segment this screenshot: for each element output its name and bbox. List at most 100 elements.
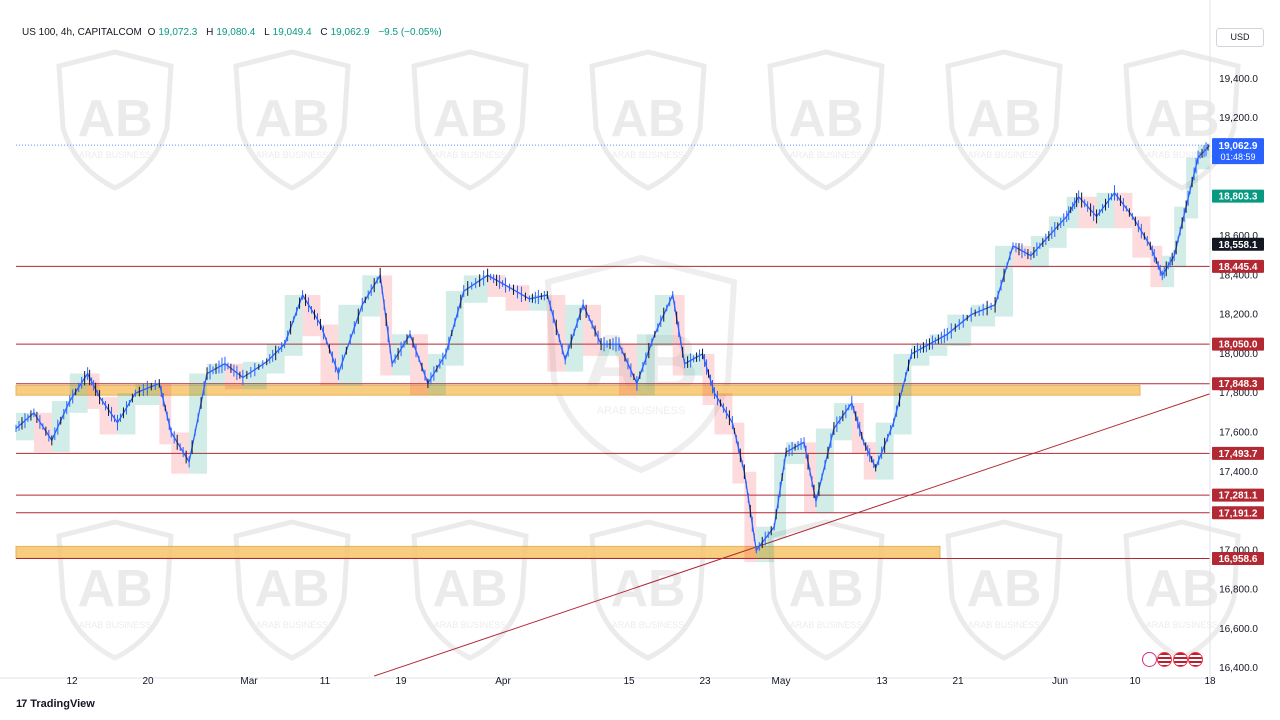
indicator-fill xyxy=(1198,145,1210,170)
watermark-logo: AB xyxy=(966,90,1041,148)
indicator-fill xyxy=(804,442,816,514)
support-zone xyxy=(15,384,1141,396)
indicator-fill xyxy=(1174,206,1187,268)
watermark-label: ARAB BUSINESS xyxy=(256,620,329,630)
y-tick-label: 16,400.0 xyxy=(1219,663,1258,674)
us-flag-icon[interactable] xyxy=(1172,652,1188,668)
watermark-logo: AB xyxy=(432,560,507,618)
x-tick-label: 23 xyxy=(699,676,711,687)
y-tick-label: 17,000.0 xyxy=(1219,545,1258,556)
x-tick-label: 11 xyxy=(320,676,331,687)
x-tick-label: 12 xyxy=(66,676,78,687)
indicator-fill xyxy=(487,275,506,297)
crosshair-label: 18,558.1 xyxy=(1219,240,1258,251)
indicator-fill xyxy=(583,304,602,356)
indicator-fill xyxy=(684,353,703,376)
indicator-fill xyxy=(702,353,715,405)
trendline xyxy=(374,393,1211,677)
high-value: H 19,080.4 xyxy=(206,27,256,38)
indicator-band xyxy=(16,145,1210,563)
last-price-label: 19,062.9 xyxy=(1219,141,1258,152)
watermark-shield xyxy=(411,49,529,191)
watermark-logo: AB xyxy=(966,560,1041,618)
watermark-logo: AB xyxy=(610,90,685,148)
watermark-logo: AB xyxy=(788,560,863,618)
change-value: −9.5 (−0.05%) xyxy=(378,27,442,38)
indicator-fill xyxy=(463,275,488,303)
watermark-logo: AB xyxy=(77,90,152,148)
level-label: 17,191.2 xyxy=(1219,508,1258,519)
indicator-fill xyxy=(601,344,619,356)
level-label-bg xyxy=(1212,259,1264,273)
watermark-shield xyxy=(945,519,1063,661)
y-tick-label: 17,400.0 xyxy=(1219,467,1258,478)
y-tick-label: 19,200.0 xyxy=(1219,113,1258,124)
indicator-fill xyxy=(911,344,930,366)
level-label: 18,445.4 xyxy=(1219,262,1258,273)
watermark-label: ARAB BUSINESS xyxy=(612,620,685,630)
x-tick-label: Apr xyxy=(495,676,511,687)
watermark-shield xyxy=(767,519,885,661)
tradingview-icon: 17 xyxy=(16,698,27,710)
watermark-label: ARAB BUSINESS xyxy=(79,620,152,630)
watermark-logo: AB xyxy=(610,560,685,618)
indicator-fill xyxy=(1078,196,1097,229)
x-tick-label: Jun xyxy=(1052,676,1068,687)
watermark-label: ARAB BUSINESS xyxy=(612,150,685,160)
watermark-shield xyxy=(56,519,174,661)
indicator-fill xyxy=(815,428,834,514)
symbol-label: US 100, 4h, CAPITALCOM xyxy=(22,27,142,38)
watermark-label: ARAB BUSINESS xyxy=(790,620,863,630)
indicator-fill xyxy=(69,373,88,413)
indicator-fill xyxy=(618,344,637,396)
currency-selector[interactable]: USD xyxy=(1216,28,1264,47)
open-value: O 19,072.3 xyxy=(147,27,198,38)
us-flag-icon[interactable] xyxy=(1188,652,1204,668)
us-flag-icon[interactable] xyxy=(1157,652,1173,668)
level-label-bg xyxy=(1212,377,1264,391)
indicator-fill xyxy=(171,432,190,474)
indicator-label-bg xyxy=(1212,189,1264,203)
x-tick-label: 15 xyxy=(623,676,635,687)
watermark-grid: AB ARAB BUSINESS AB ARAB BUSINESS AB ARAB BUS… xyxy=(56,49,1241,661)
lightning-icon[interactable] xyxy=(1142,652,1157,668)
watermark-label: ARAB BUSINESS xyxy=(597,405,686,417)
watermark-shield xyxy=(233,49,351,191)
level-label: 18,050.0 xyxy=(1219,340,1258,351)
level-label: 16,958.6 xyxy=(1219,554,1258,565)
x-tick-label: 19 xyxy=(395,676,407,687)
level-label: 17,848.3 xyxy=(1219,379,1258,390)
watermark-logo: AB xyxy=(1144,560,1219,618)
indicator-fill xyxy=(362,275,381,317)
x-tick-label: 21 xyxy=(952,676,964,687)
support-zone xyxy=(15,545,941,559)
indicator-fill xyxy=(410,334,428,396)
indicator-fill xyxy=(87,373,100,409)
indicator-fill xyxy=(338,304,363,386)
indicator-fill xyxy=(427,353,446,396)
indicator-fill xyxy=(732,422,745,484)
level-label-bg xyxy=(1212,506,1264,520)
indicator-fill xyxy=(1030,236,1049,268)
watermark-label: ARAB BUSINESS xyxy=(968,620,1041,630)
indicator-fill xyxy=(207,363,225,386)
watermark-shield xyxy=(767,49,885,191)
indicator-fill xyxy=(565,304,584,372)
indicator-label: 18,803.3 xyxy=(1219,192,1258,203)
watermark-label: ARAB BUSINESS xyxy=(79,150,152,160)
level-label-bg xyxy=(1212,446,1264,460)
watermark-shield xyxy=(589,49,707,191)
x-tick-label: 20 xyxy=(142,676,154,687)
level-label-bg xyxy=(1212,551,1264,565)
indicator-fill xyxy=(284,294,303,356)
events-flags[interactable] xyxy=(1142,651,1204,669)
x-tick-label: 18 xyxy=(1204,676,1216,687)
indicator-fill xyxy=(224,363,243,390)
level-label: 17,281.1 xyxy=(1219,491,1258,502)
y-tick-label: 18,000.0 xyxy=(1219,349,1258,360)
watermark-label: ARAB BUSINESS xyxy=(434,620,507,630)
level-label: 17,493.7 xyxy=(1219,449,1258,460)
watermark-label: ARAB BUSINESS xyxy=(1146,150,1219,160)
countdown-label: 01:48:59 xyxy=(1220,152,1255,162)
